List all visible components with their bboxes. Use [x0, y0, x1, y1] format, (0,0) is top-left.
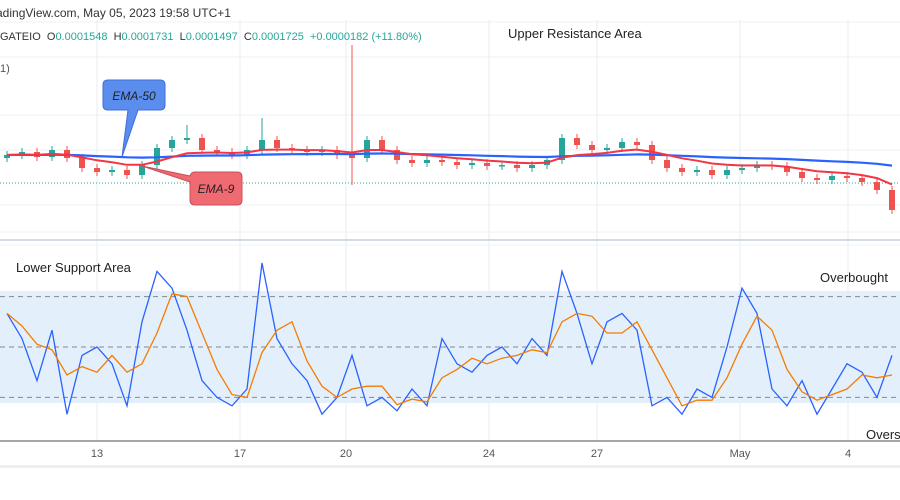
- candle-body: [94, 168, 100, 172]
- candle-body: [469, 163, 475, 165]
- candles: [4, 45, 895, 214]
- open-label: O: [46, 31, 56, 43]
- candle-body: [394, 150, 400, 160]
- candle-body: [754, 165, 760, 168]
- candle-body: [259, 140, 265, 150]
- ema50-callout-label: EMA-50: [112, 89, 156, 103]
- candle-body: [214, 150, 220, 152]
- candle-body: [349, 155, 355, 158]
- high-label: H: [113, 31, 122, 43]
- indicator-legend-fragment[interactable]: 1): [0, 63, 10, 75]
- candle-body: [784, 166, 790, 172]
- candle-body: [169, 140, 175, 148]
- candle-body: [139, 165, 145, 175]
- x-tick-label: 13: [90, 448, 104, 460]
- high-value: 0.0001731: [121, 31, 174, 43]
- candle-body: [874, 182, 880, 190]
- upper-resistance-label: Upper Resistance Area: [508, 26, 642, 41]
- x-tick-label: 27: [590, 448, 604, 460]
- chart-source-header: adingView.com, May 05, 2023 19:58 UTC+1: [0, 6, 231, 20]
- oversold-label: Oversold: [866, 427, 900, 442]
- candle-body: [514, 165, 520, 168]
- x-tick-label: 24: [482, 448, 496, 460]
- candle-body: [124, 170, 130, 175]
- close-label: C: [243, 31, 252, 43]
- lower-support-label: Lower Support Area: [16, 260, 131, 275]
- exchange-label: GATEIO: [0, 31, 41, 43]
- candle-body: [109, 170, 115, 172]
- candle-body: [679, 168, 685, 172]
- x-tick-label: 17: [233, 448, 247, 460]
- candle-body: [184, 138, 190, 140]
- x-tick-label: 4: [844, 448, 852, 460]
- x-axis-bottom-bar: [0, 465, 900, 468]
- candle-body: [409, 160, 415, 163]
- candle-body: [454, 162, 460, 165]
- overbought-label: Overbought: [820, 270, 888, 285]
- x-tick-label: May: [729, 448, 751, 460]
- candle-body: [724, 170, 730, 175]
- candle-body: [484, 163, 490, 166]
- candle-body: [694, 170, 700, 172]
- stochastic-levels: [0, 296, 900, 398]
- ema9-callout-label: EMA-9: [198, 182, 235, 196]
- candle-body: [439, 160, 445, 162]
- candle-body: [79, 158, 85, 168]
- ema50-callout: EMA-50: [102, 79, 166, 158]
- candle-body: [814, 178, 820, 180]
- candle-body: [604, 148, 610, 150]
- low-value: 0.0001497: [185, 31, 238, 43]
- candle-body: [739, 168, 745, 170]
- ema9-callout: EMA-9: [141, 165, 243, 206]
- ema-9-line: [6, 148, 893, 186]
- candle-body: [829, 176, 835, 180]
- stochastic-d-line: [6, 293, 893, 407]
- candle-body: [199, 138, 205, 150]
- candle-body: [799, 172, 805, 178]
- candle-body: [424, 160, 430, 163]
- candle-body: [559, 138, 565, 160]
- candle-body: [574, 138, 580, 145]
- candle-body: [529, 165, 535, 168]
- candle-body: [379, 140, 385, 150]
- candle-body: [4, 155, 10, 158]
- x-tick-label: 20: [339, 448, 353, 460]
- candle-body: [889, 190, 895, 210]
- stochastic-k-line: [6, 262, 893, 416]
- candle-body: [709, 170, 715, 175]
- candle-body: [499, 165, 505, 167]
- grid: [0, 20, 900, 441]
- candle-body: [634, 142, 640, 145]
- candle-body: [334, 150, 340, 155]
- candle-body: [619, 142, 625, 148]
- ohlc-legend: GATEIO O0.0001548 H0.0001731 L0.0001497 …: [0, 31, 422, 43]
- candle-body: [589, 145, 595, 150]
- close-value: 0.0001725: [251, 31, 304, 43]
- candle-body: [274, 140, 280, 148]
- candle-body: [844, 176, 850, 178]
- candle-body: [664, 160, 670, 168]
- low-label: L: [179, 31, 186, 43]
- open-value: 0.0001548: [55, 31, 108, 43]
- ema-50-line: [6, 152, 893, 167]
- candle-body: [859, 178, 865, 182]
- change-value: +0.0000182 (+11.80%): [309, 31, 422, 43]
